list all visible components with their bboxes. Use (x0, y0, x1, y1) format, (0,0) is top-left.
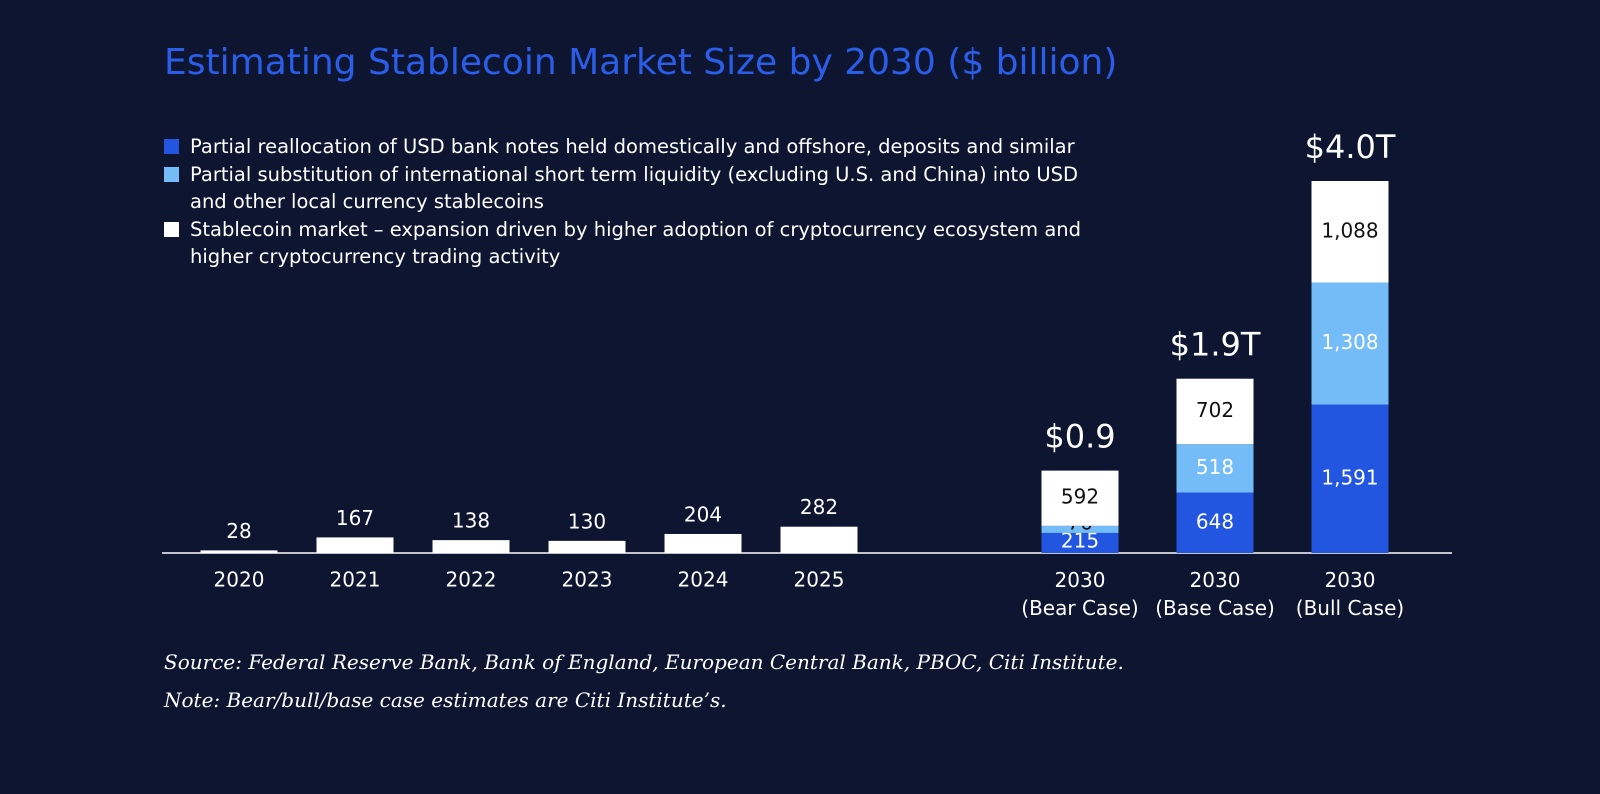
value-label: 1,088 (1321, 218, 1378, 242)
legend-label: Stablecoin market – expansion driven by … (190, 217, 1082, 269)
x-tick-label: 2022 (446, 568, 497, 592)
bar-segment (1311, 181, 1389, 283)
legend-label: Partial reallocation of USD bank notes h… (190, 135, 1075, 158)
x-tick-label: 2030 (Bear Case) (1021, 568, 1138, 620)
source: Source: Federal Reserve Bank, Bank of En… (164, 650, 1124, 674)
x-tick-line: 2030 (1055, 568, 1106, 592)
x-tick-label: 2030 (Base Case) (1155, 568, 1275, 620)
value-label: 1,308 (1321, 330, 1378, 354)
legend-item: Partial substitution of international sh… (162, 161, 1102, 216)
total-label: $1.9T (1170, 326, 1261, 364)
bar-segment (1176, 378, 1254, 445)
bar-segment (1176, 444, 1254, 493)
x-tick-label: 2020 (214, 568, 265, 592)
value-label: 167 (336, 506, 374, 530)
bar-segment (548, 540, 626, 553)
x-tick-label: 2024 (678, 568, 729, 592)
value-label: 518 (1196, 455, 1234, 479)
bar-segment (1311, 282, 1389, 405)
value-label: 1,591 (1321, 465, 1378, 489)
total-label: $4.0T (1305, 128, 1396, 166)
x-tick-line: 2030 (1325, 568, 1376, 592)
bar-segment (1041, 525, 1119, 533)
value-label: 28 (226, 519, 251, 543)
legend-item: Partial reallocation of USD bank notes h… (162, 133, 1102, 161)
value-label: 282 (800, 495, 838, 519)
value-label: 648 (1196, 509, 1234, 533)
bar-segment (664, 533, 742, 553)
bar-segment (1041, 532, 1119, 553)
bar-segment (780, 526, 858, 553)
legend-label: Partial substitution of international sh… (190, 162, 1079, 214)
x-tick-line: (Base Case) (1155, 596, 1275, 620)
note: Note: Bear/bull/base case estimates are … (164, 688, 727, 712)
x-tick-label: 2025 (794, 568, 845, 592)
bar-segment (432, 540, 510, 553)
bar-segment (1041, 470, 1119, 526)
bar-segment (1311, 404, 1389, 553)
x-tick-label: 2030 (Bull Case) (1296, 568, 1404, 620)
bar-segment (1176, 492, 1254, 553)
total-label: $0.9 (1044, 418, 1115, 456)
value-label: 130 (568, 509, 606, 533)
x-tick-label: 2023 (562, 568, 613, 592)
x-tick-line: (Bear Case) (1021, 596, 1138, 620)
value-label: 138 (452, 509, 490, 533)
bar-segment (316, 537, 394, 553)
value-label: 592 (1061, 485, 1099, 509)
value-label: 702 (1196, 398, 1234, 422)
bar-segment (200, 550, 278, 553)
legend-swatch (164, 166, 179, 182)
chart-title: Estimating Stablecoin Market Size by 203… (164, 42, 1118, 83)
x-tick-line: 2030 (1190, 568, 1241, 592)
x-tick-label: 2021 (330, 568, 381, 592)
legend: Partial reallocation of USD bank notes h… (162, 133, 1102, 271)
legend-swatch (164, 221, 179, 237)
legend-item: Stablecoin market – expansion driven by … (162, 216, 1102, 271)
value-label: 204 (684, 502, 722, 526)
x-tick-line: (Bull Case) (1296, 596, 1404, 620)
legend-swatch (164, 139, 179, 154)
